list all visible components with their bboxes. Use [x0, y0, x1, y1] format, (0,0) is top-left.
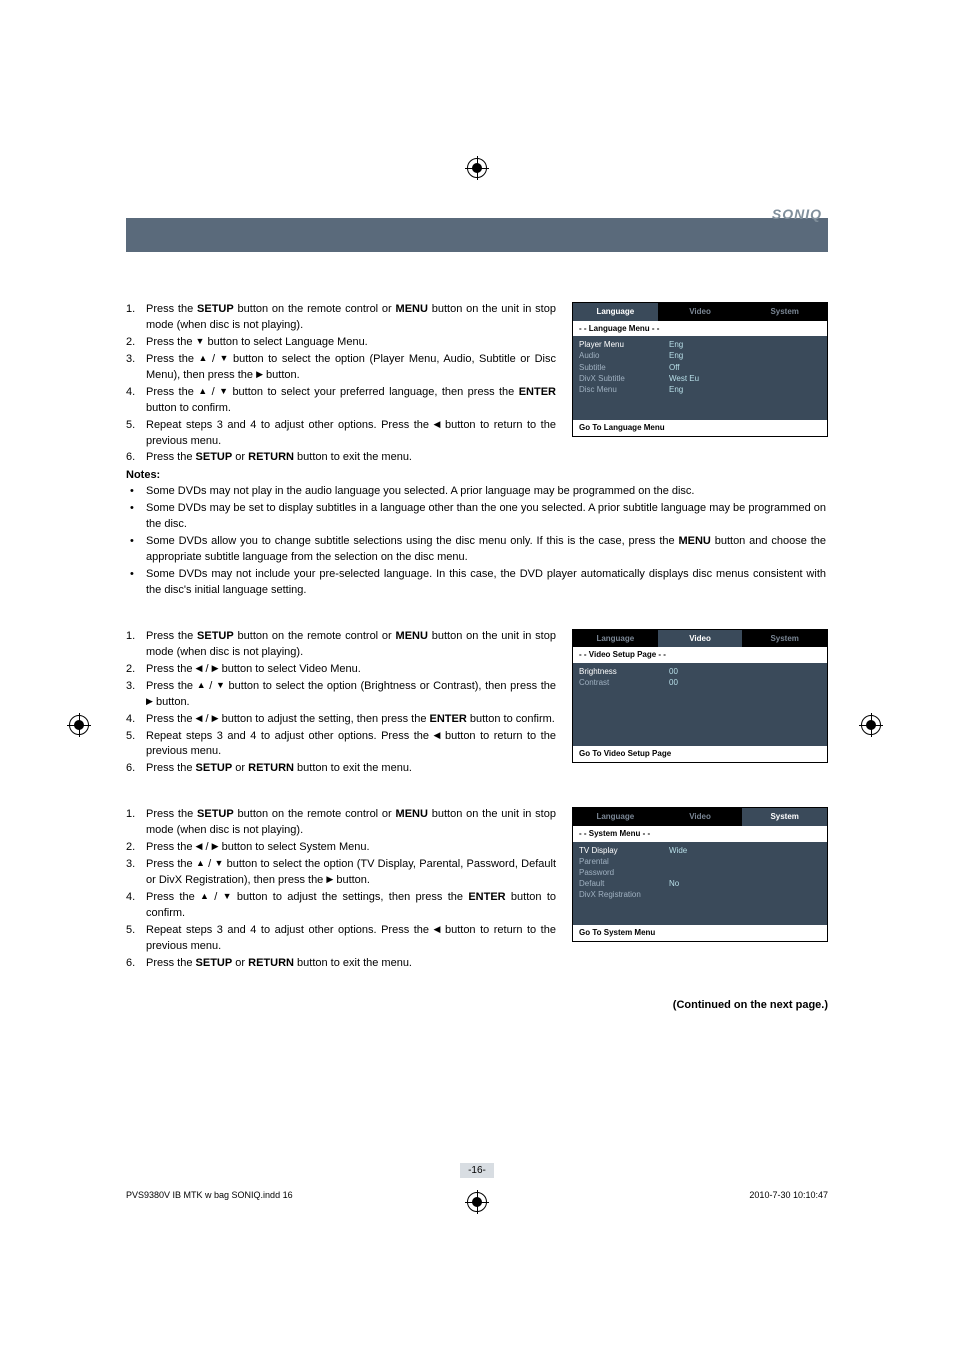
menu-screenshot-video: LanguageVideoSystem- - Video Setup Page … [572, 629, 828, 763]
menu-tab: Language [573, 303, 658, 321]
menu-row: Disc MenuEng [579, 384, 821, 395]
menu-tab: System [742, 303, 827, 321]
list-item: Repeat steps 3 and 4 to adjust other opt… [126, 923, 556, 955]
menu-tab: Video [658, 630, 743, 648]
menu-row: Password [579, 867, 821, 878]
menu-tab: Language [573, 630, 658, 648]
menu-row: DivX Registration [579, 889, 821, 900]
language-steps: Press the SETUP button on the remote con… [126, 302, 556, 466]
menu-subtitle: - - Video Setup Page - - [573, 647, 827, 663]
video-steps: Press the SETUP button on the remote con… [126, 629, 556, 777]
list-item: Repeat steps 3 and 4 to adjust other opt… [126, 729, 556, 761]
list-item: Press the SETUP button on the remote con… [126, 629, 556, 661]
menu-tab: System [742, 808, 827, 826]
section-system: Press the SETUP button on the remote con… [126, 807, 828, 971]
crop-mark-icon [467, 158, 487, 178]
print-footer-right: 2010-7-30 10:10:47 [749, 1190, 828, 1200]
list-item: Press the SETUP or RETURN button to exit… [126, 450, 556, 466]
menu-row: SubtitleOff [579, 362, 821, 373]
notes-heading: Notes: [126, 468, 826, 484]
section-language: Press the SETUP button on the remote con… [126, 302, 828, 599]
menu-row: DefaultNo [579, 878, 821, 889]
list-item: Press the SETUP button on the remote con… [126, 807, 556, 839]
menu-tab: Video [658, 303, 743, 321]
menu-subtitle: - - System Menu - - [573, 826, 827, 842]
page-number: -16- [126, 1163, 828, 1178]
menu-row: AudioEng [579, 350, 821, 361]
menu-tab: Language [573, 808, 658, 826]
continued-notice: (Continued on the next page.) [126, 998, 828, 1014]
section-video: Press the SETUP button on the remote con… [126, 629, 828, 777]
menu-row: Brightness00 [579, 666, 821, 677]
list-item: Repeat steps 3 and 4 to adjust other opt… [126, 418, 556, 450]
menu-row: Parental [579, 856, 821, 867]
menu-row: DivX SubtitleWest Eu [579, 373, 821, 384]
menu-screenshot-system: LanguageVideoSystem- - System Menu - - TV… [572, 807, 828, 942]
list-item: Press the ◀ / ▶ button to select Video M… [126, 662, 556, 678]
list-item: Press the ▲ / ▼ button to select your pr… [126, 385, 556, 417]
menu-screenshot-language: LanguageVideoSystem- - Language Menu - -… [572, 302, 828, 437]
list-item: Some DVDs may be set to display subtitle… [126, 501, 826, 533]
list-item: Press the ▲ / ▼ button to select the opt… [126, 679, 556, 711]
menu-row: Player MenuEng [579, 339, 821, 350]
crop-mark-icon [69, 715, 89, 735]
menu-tab: System [742, 630, 827, 648]
list-item: Press the SETUP button on the remote con… [126, 302, 556, 334]
content: Press the SETUP button on the remote con… [126, 302, 828, 1014]
menu-subtitle: - - Language Menu - - [573, 321, 827, 337]
menu-tab: Video [658, 808, 743, 826]
list-item: Press the SETUP or RETURN button to exit… [126, 956, 556, 972]
menu-row: TV DisplayWide [579, 845, 821, 856]
crop-mark-icon [861, 715, 881, 735]
list-item: Some DVDs may not include your pre-selec… [126, 567, 826, 599]
menu-footer: Go To Language Menu [573, 420, 827, 436]
print-footer-left: PVS9380V IB MTK w bag SONIQ.indd 16 [126, 1190, 293, 1200]
list-item: Press the ▲ / ▼ button to select the opt… [126, 857, 556, 889]
list-item: Press the SETUP or RETURN button to exit… [126, 761, 556, 777]
language-notes: Some DVDs may not play in the audio lang… [126, 484, 826, 599]
print-footer: PVS9380V IB MTK w bag SONIQ.indd 16 2010… [126, 1190, 828, 1200]
system-steps: Press the SETUP button on the remote con… [126, 807, 556, 971]
list-item: Press the ◀ / ▶ button to adjust the set… [126, 712, 556, 728]
list-item: Press the ▼ button to select Language Me… [126, 335, 556, 351]
header-bar: SONIQ [126, 218, 828, 252]
menu-row: Contrast00 [579, 677, 821, 688]
list-item: Press the ◀ / ▶ button to select System … [126, 840, 556, 856]
menu-footer: Go To Video Setup Page [573, 746, 827, 762]
list-item: Some DVDs allow you to change subtitle s… [126, 534, 826, 566]
list-item: Press the ▲ / ▼ button to adjust the set… [126, 890, 556, 922]
list-item: Press the ▲ / ▼ button to select the opt… [126, 352, 556, 384]
brand-logo: SONIQ [772, 206, 822, 222]
menu-footer: Go To System Menu [573, 925, 827, 941]
list-item: Some DVDs may not play in the audio lang… [126, 484, 826, 500]
page-frame: SONIQ Press the SETUP button on the remo… [126, 218, 828, 1188]
